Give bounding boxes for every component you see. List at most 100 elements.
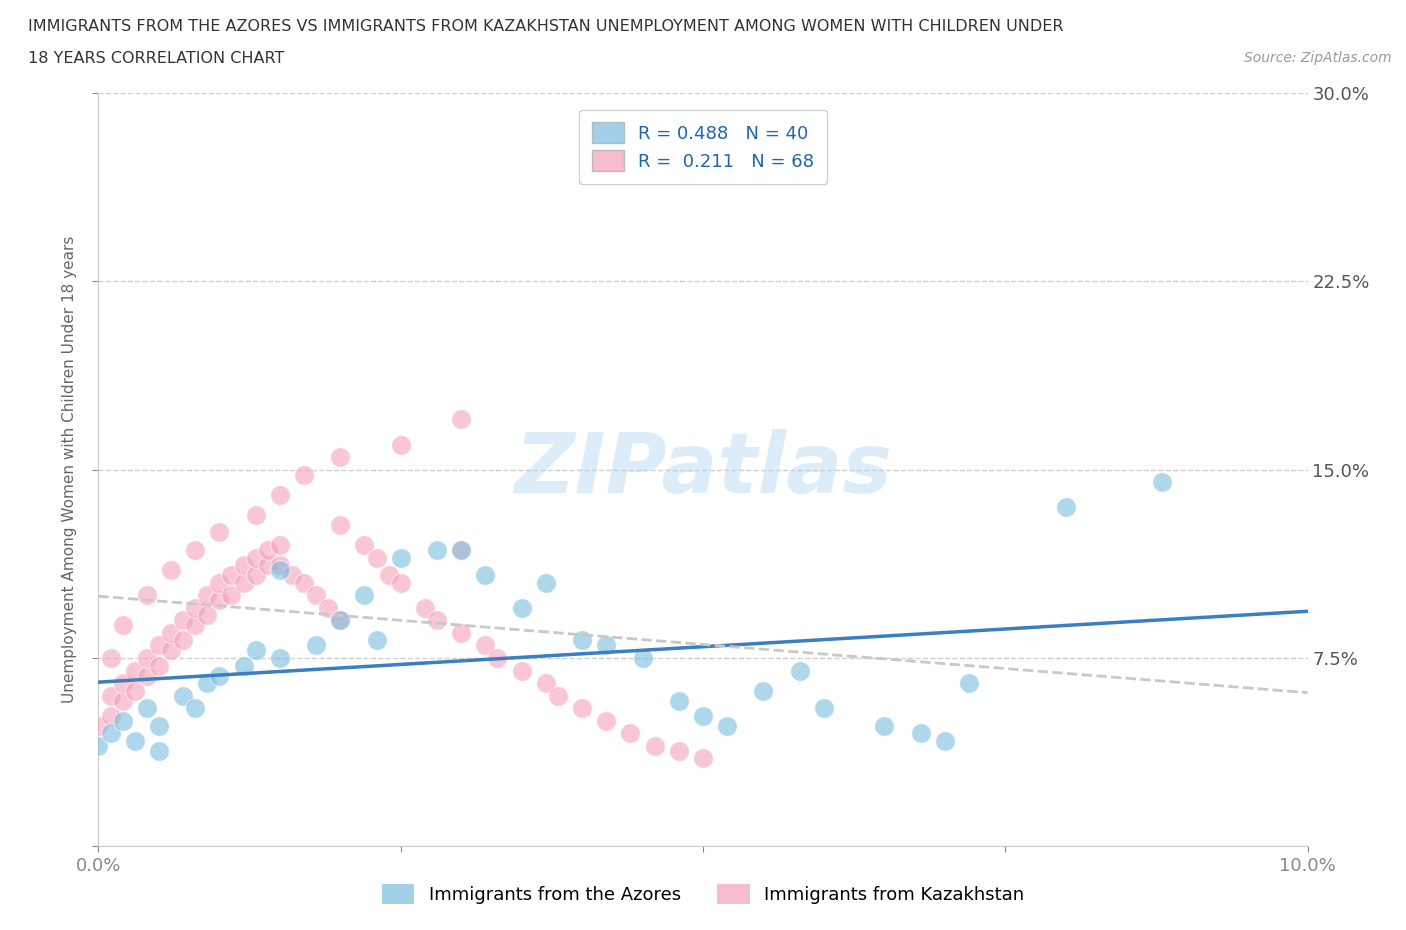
Point <box>184 701 207 716</box>
Point <box>305 638 328 653</box>
Point <box>716 718 738 733</box>
Point <box>135 701 157 716</box>
Point <box>160 625 183 640</box>
Point <box>413 601 436 616</box>
Point <box>148 743 170 758</box>
Point <box>571 701 593 716</box>
Point <box>184 618 207 632</box>
Point <box>256 542 278 557</box>
Point <box>305 588 328 603</box>
Point <box>221 567 243 582</box>
Point <box>789 663 811 678</box>
Point <box>111 675 134 690</box>
Point <box>160 643 183 658</box>
Point <box>148 658 170 673</box>
Point <box>426 542 449 557</box>
Point <box>534 575 557 591</box>
Point <box>135 651 157 666</box>
Point <box>184 542 207 557</box>
Point <box>329 613 352 628</box>
Point <box>292 467 315 482</box>
Point <box>510 663 533 678</box>
Point <box>692 751 714 766</box>
Point <box>957 675 980 690</box>
Text: ZIPatlas: ZIPatlas <box>515 429 891 511</box>
Point <box>87 718 110 733</box>
Point <box>292 575 315 591</box>
Text: 18 YEARS CORRELATION CHART: 18 YEARS CORRELATION CHART <box>28 51 284 66</box>
Point <box>329 449 352 464</box>
Point <box>100 709 122 724</box>
Point <box>644 738 666 753</box>
Point <box>619 726 641 741</box>
Point <box>245 643 267 658</box>
Point <box>269 651 291 666</box>
Point <box>124 684 146 698</box>
Point <box>595 638 617 653</box>
Point <box>124 663 146 678</box>
Point <box>631 651 654 666</box>
Point <box>873 718 896 733</box>
Point <box>474 567 496 582</box>
Point <box>232 558 254 573</box>
Point <box>316 601 339 616</box>
Point <box>232 658 254 673</box>
Point <box>208 525 231 539</box>
Point <box>510 601 533 616</box>
Point <box>595 713 617 728</box>
Point <box>329 517 352 532</box>
Point <box>353 588 375 603</box>
Point <box>389 437 412 452</box>
Point <box>135 588 157 603</box>
Point <box>426 613 449 628</box>
Point <box>366 550 388 565</box>
Point <box>148 638 170 653</box>
Point <box>329 613 352 628</box>
Point <box>474 638 496 653</box>
Point <box>547 688 569 703</box>
Point <box>450 412 472 427</box>
Point <box>377 567 399 582</box>
Point <box>534 675 557 690</box>
Point <box>208 668 231 683</box>
Point <box>160 563 183 578</box>
Point <box>752 684 775 698</box>
Point <box>269 563 291 578</box>
Point <box>245 508 267 523</box>
Point <box>195 675 218 690</box>
Point <box>195 608 218 623</box>
Point <box>184 601 207 616</box>
Point <box>571 633 593 648</box>
Point <box>135 668 157 683</box>
Legend: Immigrants from the Azores, Immigrants from Kazakhstan: Immigrants from the Azores, Immigrants f… <box>374 876 1032 911</box>
Point <box>389 550 412 565</box>
Point <box>269 558 291 573</box>
Point <box>668 693 690 708</box>
Point <box>934 734 956 749</box>
Point <box>221 588 243 603</box>
Point <box>366 633 388 648</box>
Point <box>450 542 472 557</box>
Point <box>172 613 194 628</box>
Point <box>195 588 218 603</box>
Point <box>148 718 170 733</box>
Text: IMMIGRANTS FROM THE AZORES VS IMMIGRANTS FROM KAZAKHSTAN UNEMPLOYMENT AMONG WOME: IMMIGRANTS FROM THE AZORES VS IMMIGRANTS… <box>28 19 1063 33</box>
Point <box>668 743 690 758</box>
Point <box>100 651 122 666</box>
Point <box>813 701 835 716</box>
Point <box>172 688 194 703</box>
Point <box>100 726 122 741</box>
Point <box>256 558 278 573</box>
Point <box>269 538 291 552</box>
Point <box>245 567 267 582</box>
Point <box>245 550 267 565</box>
Text: Source: ZipAtlas.com: Source: ZipAtlas.com <box>1244 51 1392 65</box>
Point <box>910 726 932 741</box>
Point <box>232 575 254 591</box>
Point <box>281 567 304 582</box>
Point <box>1054 500 1077 515</box>
Point <box>450 542 472 557</box>
Point <box>124 734 146 749</box>
Point <box>208 575 231 591</box>
Point <box>353 538 375 552</box>
